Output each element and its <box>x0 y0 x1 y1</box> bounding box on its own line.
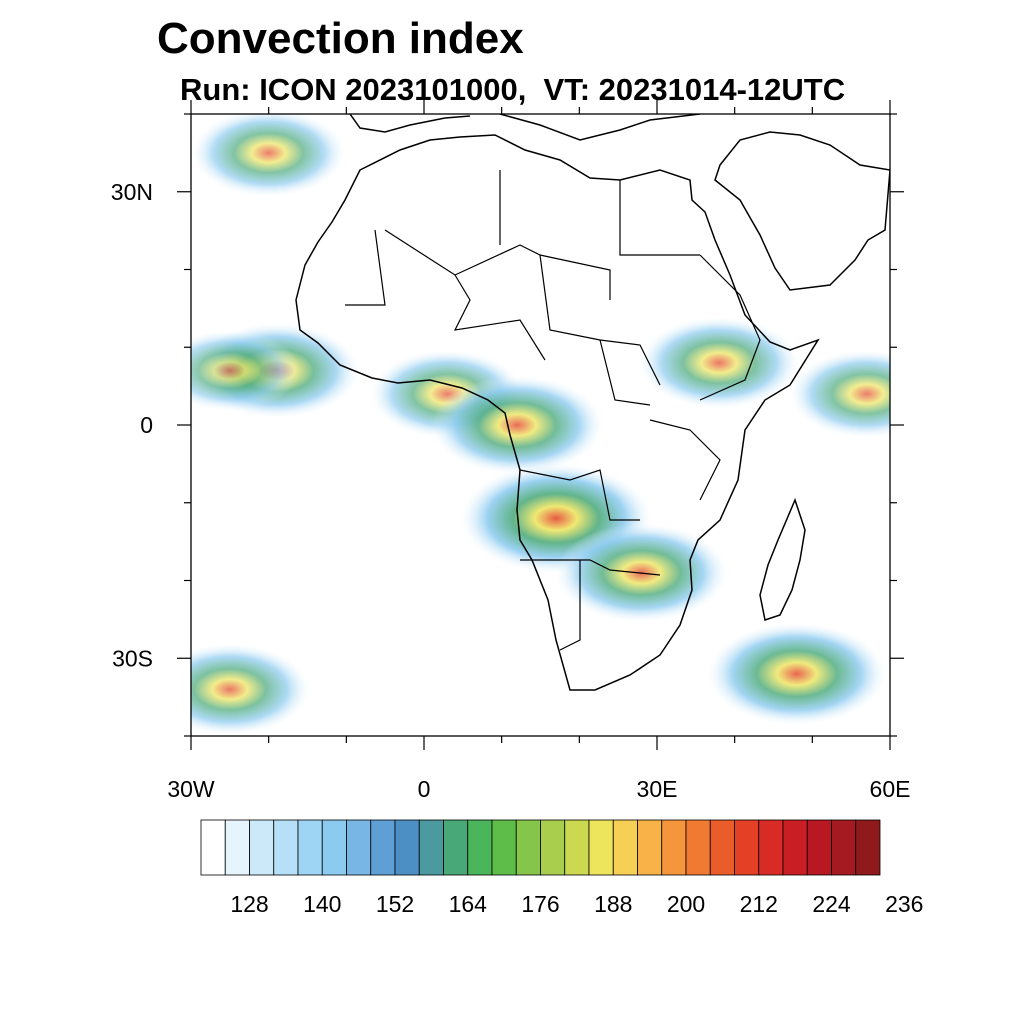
ethiopia-cells <box>639 317 799 409</box>
map-area <box>191 114 890 736</box>
colorbar-tick-label: 188 <box>594 891 632 917</box>
colorbar-swatch <box>637 819 663 876</box>
lat-tick-label: 30N <box>111 179 153 205</box>
axis-labels: 30N 0 30S 30W 0 30E 60E <box>111 179 911 802</box>
colorbar-swatch <box>734 819 760 876</box>
chart-subtitle: Run: ICON 2023101000, VT: 20231014-12UTC <box>180 72 846 107</box>
colorbar-swatch <box>685 819 711 876</box>
lon-tick-label: 30W <box>167 776 215 802</box>
colorbar-labels: 128 140 152 164 176 188 200 212 224 236 <box>230 891 923 917</box>
lon-tick-label: 30E <box>637 776 678 802</box>
colorbar-swatch <box>540 819 566 876</box>
south-indian-ocean-band <box>707 622 887 725</box>
axis-ticks <box>177 100 904 750</box>
colorbar-swatch <box>297 819 323 876</box>
colorbar-tick-label: 176 <box>521 891 559 917</box>
atlantic-itcz <box>191 330 301 411</box>
north-atlantic-band <box>192 114 346 197</box>
colorbar-swatch <box>370 819 396 876</box>
arabia-coastline <box>714 131 890 291</box>
colorbar-swatch <box>224 819 250 876</box>
madagascar-coastline <box>759 497 806 621</box>
colorbar-swatch <box>249 819 275 876</box>
colorbar-swatch <box>491 819 517 876</box>
colorbar-swatch <box>661 819 687 876</box>
colorbar-swatch <box>321 819 347 876</box>
colorbar-swatch <box>855 819 881 876</box>
colorbar-tick-label: 152 <box>376 891 414 917</box>
colorbar-swatch <box>588 819 614 876</box>
colorbar-swatch <box>782 819 808 876</box>
central-africa-cells <box>431 375 604 475</box>
europe-coastline <box>349 114 701 141</box>
colorbar-swatch <box>758 819 784 876</box>
colorbar-swatch <box>418 819 444 876</box>
lon-tick-label: 0 <box>418 776 431 802</box>
lat-tick-label: 0 <box>140 412 153 438</box>
colorbar-swatch <box>443 819 469 876</box>
colorbar-swatch <box>273 819 299 876</box>
colorbar <box>200 819 881 876</box>
lon-tick-label: 60E <box>870 776 911 802</box>
colorbar-tick-label: 164 <box>449 891 488 917</box>
colorbar-tick-label: 128 <box>230 891 268 917</box>
colorbar-swatch <box>467 819 493 876</box>
colorbar-swatch <box>394 819 420 876</box>
colorbar-swatch <box>612 819 638 876</box>
indian-ocean-cells <box>790 350 890 438</box>
colorbar-swatch <box>515 819 541 876</box>
south-atlantic-band <box>191 643 310 735</box>
colorbar-swatch <box>806 819 832 876</box>
colorbar-swatch <box>709 819 735 876</box>
chart-title: Convection index <box>157 14 524 63</box>
colorbar-tick-label: 236 <box>885 891 923 917</box>
colorbar-swatch <box>200 819 226 876</box>
colorbar-tick-label: 224 <box>812 891 851 917</box>
country-borders <box>345 170 761 651</box>
colorbar-tick-label: 212 <box>740 891 778 917</box>
colorbar-tick-label: 140 <box>303 891 341 917</box>
africa-coastline <box>295 134 820 691</box>
colorbar-swatch <box>564 819 590 876</box>
colorbar-swatch <box>831 819 857 876</box>
colorbar-tick-label: 200 <box>667 891 705 917</box>
lat-tick-label: 30S <box>112 645 153 671</box>
colorbar-swatch <box>346 819 372 876</box>
